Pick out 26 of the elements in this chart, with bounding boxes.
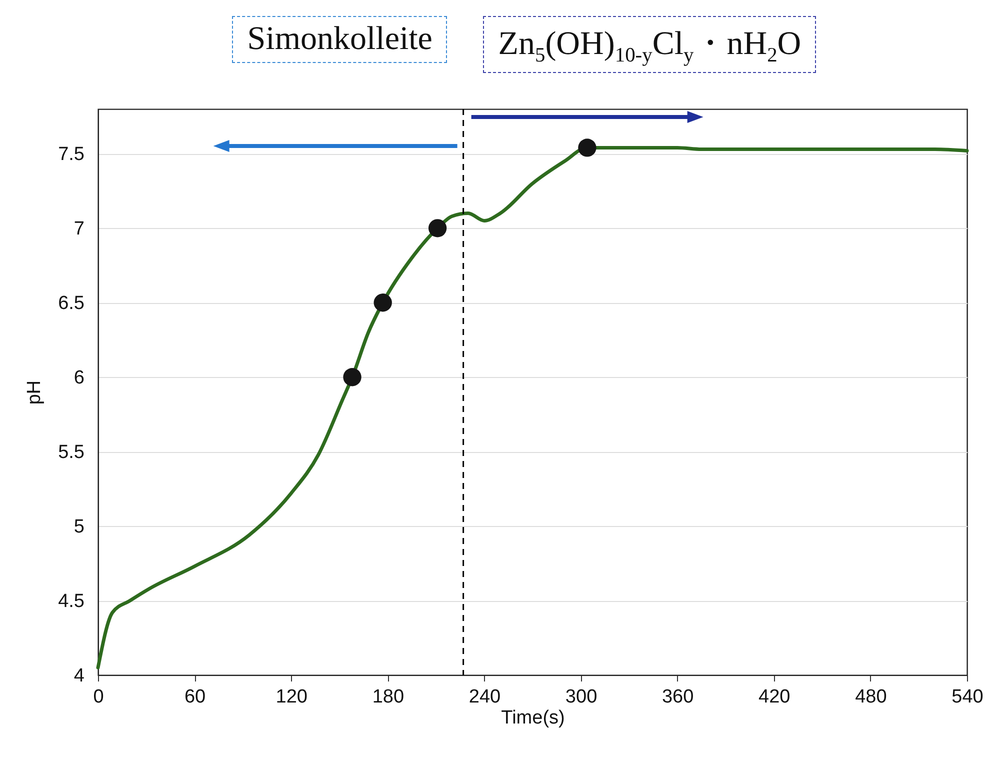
x-tick-label: 540 [952, 686, 984, 708]
y-tick-label: 6.5 [58, 293, 84, 314]
y-tick-label: 4 [74, 666, 85, 686]
x-tick-label: 180 [372, 686, 404, 708]
point [578, 138, 596, 157]
y-tick-label: 4.5 [58, 591, 84, 612]
x-tick-label: 0 [93, 686, 104, 708]
y-tick-label: 5.5 [58, 442, 84, 464]
x-tick-label: 120 [276, 686, 308, 708]
point [374, 294, 392, 312]
x-tick-label: 360 [662, 686, 694, 708]
text: Zn$_{5}$(OH)$_{10-y}$Cl$_{y}$・nH$_{2}$O [498, 26, 802, 67]
x-axis-title: Time(s) [501, 708, 565, 728]
y-tick-label: 7 [74, 218, 84, 240]
x-tick-label: 300 [565, 686, 598, 708]
x-tick-label: 60 [184, 686, 206, 708]
point [428, 219, 447, 238]
y-tick-label: 6 [74, 368, 84, 389]
y-tick-label: 7.5 [58, 144, 84, 166]
y-axis-title: pH [24, 380, 46, 405]
x-tick-label: 420 [758, 686, 790, 708]
y-tick-label: 5 [74, 516, 84, 538]
x-tick-label: 480 [855, 686, 887, 708]
x-tick-label: 240 [468, 686, 501, 708]
text: Simonkolleite [232, 16, 448, 63]
point [343, 368, 362, 386]
